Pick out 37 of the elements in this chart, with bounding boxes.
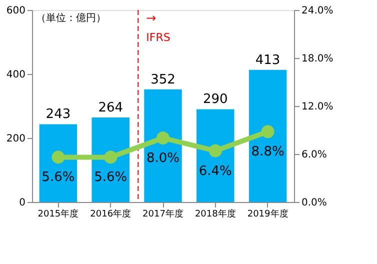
y2-tick-label: 18.0% bbox=[302, 54, 334, 64]
bar bbox=[39, 124, 78, 202]
point bbox=[208, 144, 222, 158]
data-label: 264 bbox=[98, 100, 124, 116]
y2-tick-label: 6.0% bbox=[302, 150, 327, 160]
point bbox=[156, 131, 170, 145]
y2-tick-label: 24.0% bbox=[302, 6, 334, 16]
y-tick-label: 200 bbox=[6, 134, 26, 144]
bar bbox=[144, 89, 182, 202]
bar bbox=[248, 70, 287, 202]
x-tick-label: 2015年度 bbox=[38, 208, 79, 220]
x-tick-label: 2018年度 bbox=[194, 208, 236, 220]
y2-tick-label: 0.0% bbox=[302, 198, 327, 208]
y-tick-label: 0 bbox=[19, 198, 26, 208]
ref-line-label: IFRS bbox=[146, 31, 170, 44]
x-tick-label: 2019年度 bbox=[247, 208, 288, 220]
point bbox=[52, 150, 65, 164]
point bbox=[104, 150, 118, 164]
data-label: 8.0% bbox=[146, 151, 180, 166]
bar bbox=[92, 118, 130, 202]
data-label: 6.4% bbox=[198, 164, 232, 179]
data-label: 352 bbox=[150, 72, 176, 88]
point bbox=[261, 125, 274, 138]
y-tick-label: 400 bbox=[6, 70, 26, 80]
data-label: 8.8% bbox=[251, 144, 284, 160]
y2-tick-label: 12.0% bbox=[302, 102, 334, 112]
bar bbox=[196, 109, 234, 202]
data-label: 5.6% bbox=[94, 170, 128, 186]
data-label: 413 bbox=[255, 52, 280, 68]
data-label: 5.6% bbox=[42, 170, 75, 186]
y-tick-label: 600 bbox=[6, 6, 26, 16]
x-tick-label: 2017年度 bbox=[142, 208, 184, 220]
data-label: 290 bbox=[202, 92, 228, 108]
data-label: 243 bbox=[46, 107, 71, 122]
annotation: → bbox=[146, 11, 156, 25]
x-tick-label: 2016年度 bbox=[90, 208, 132, 220]
annotation: （単位：億円） bbox=[36, 12, 106, 24]
